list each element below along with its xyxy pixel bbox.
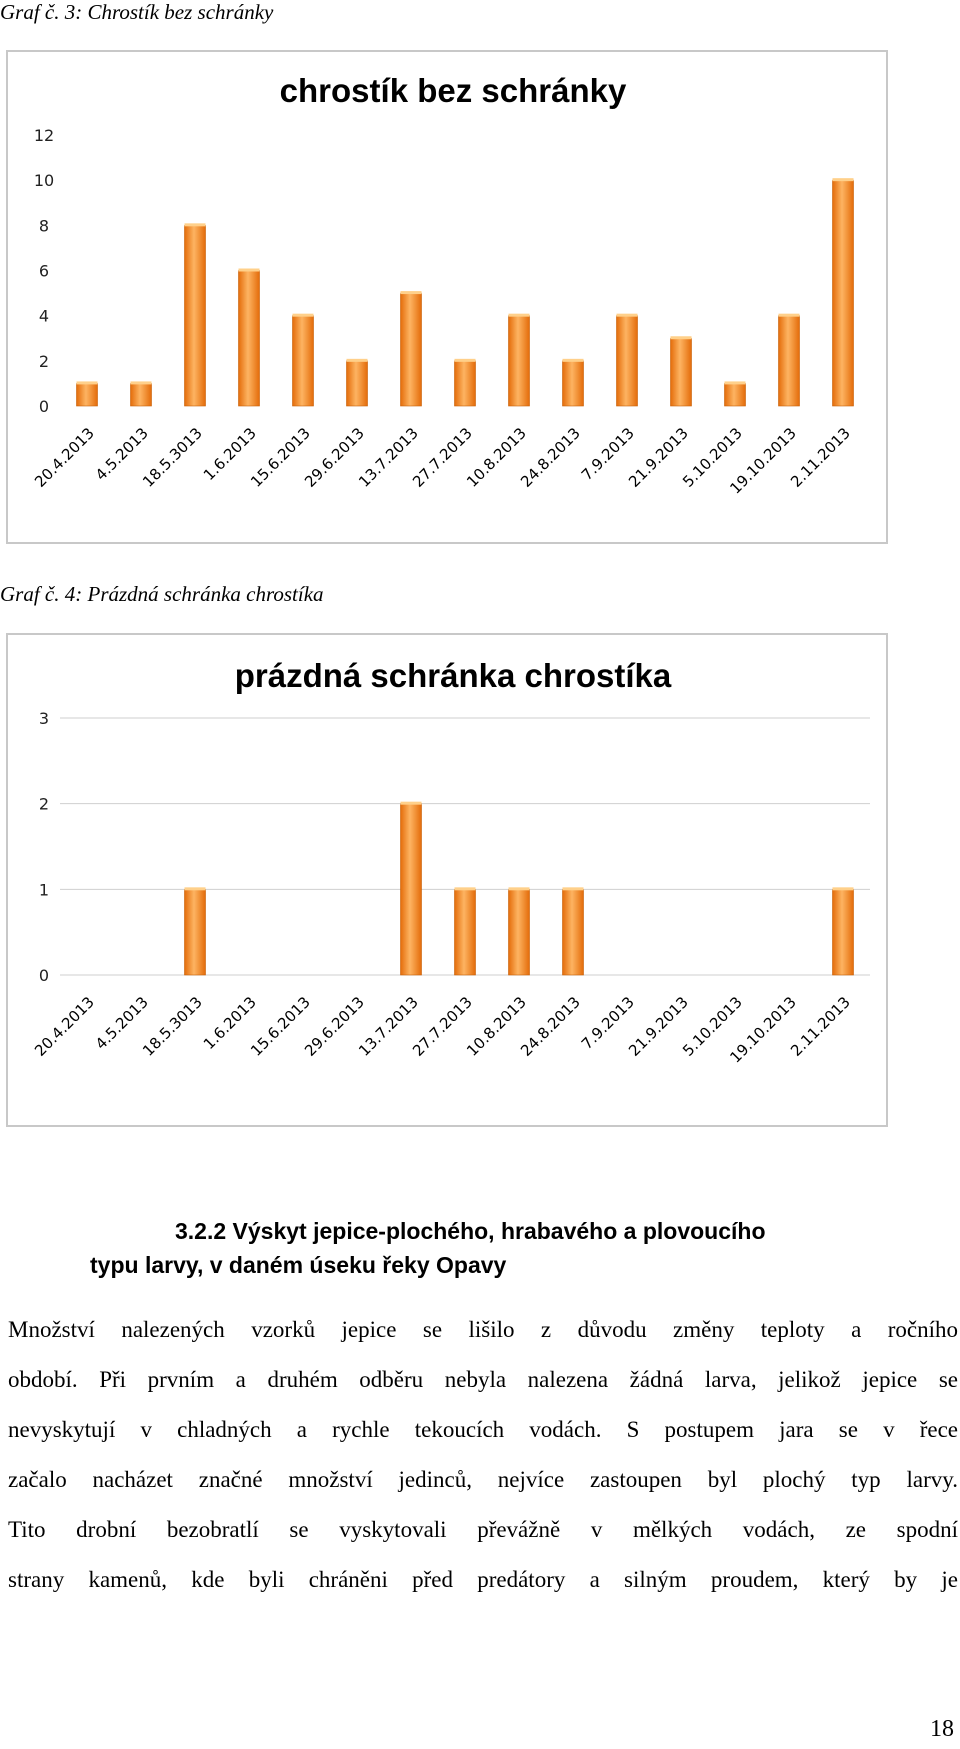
bar bbox=[832, 179, 854, 407]
graph3-caption: Graf č. 3: Chrostík bez schránky bbox=[0, 0, 274, 24]
bar bbox=[184, 889, 206, 976]
bar bbox=[76, 383, 98, 407]
section-heading-line1: 3.2.2 Výskyt jepice-plochého, hrabavého … bbox=[175, 1218, 766, 1244]
bar-cap bbox=[454, 887, 476, 891]
y-tick-label: 10 bbox=[34, 171, 54, 190]
page-number: 18 bbox=[930, 1716, 954, 1742]
bar-cap bbox=[832, 178, 854, 182]
bar-cap bbox=[454, 358, 476, 362]
bar bbox=[238, 270, 260, 407]
bar-cap bbox=[184, 223, 206, 227]
paragraph-line: Tito drobní bezobratlí se vyskytovali př… bbox=[8, 1517, 958, 1542]
y-tick-label: 2 bbox=[39, 795, 49, 814]
bar bbox=[508, 315, 530, 407]
bar-cap bbox=[508, 313, 530, 317]
section-heading-line2: typu larvy, v daném úseku řeky Opavy bbox=[90, 1252, 507, 1278]
bar bbox=[616, 315, 638, 407]
y-tick-label: 1 bbox=[39, 880, 49, 899]
bar bbox=[562, 889, 584, 976]
x-tick-label: 18.5.3013 bbox=[139, 424, 206, 491]
section-paragraph: Množství nalezených vzorků jepice se liš… bbox=[8, 1305, 958, 1605]
paragraph-line: období. Při prvním a druhém odběru nebyl… bbox=[8, 1367, 958, 1392]
bar bbox=[724, 383, 746, 407]
bar-cap bbox=[778, 313, 800, 317]
bar-cap bbox=[562, 358, 584, 362]
bar-cap bbox=[238, 268, 260, 272]
x-tick-label: 18.5.3013 bbox=[139, 993, 206, 1060]
bar-cap bbox=[76, 381, 98, 385]
bar bbox=[562, 360, 584, 407]
section-heading: 3.2.2 Výskyt jepice-plochého, hrabavého … bbox=[90, 1214, 766, 1282]
paragraph-line: Množství nalezených vzorků jepice se liš… bbox=[8, 1317, 958, 1342]
bar-cap bbox=[562, 887, 584, 891]
chart-svg: prázdná schránka chrostíka012320.4.20134… bbox=[31, 657, 870, 1067]
x-tick-label: 24.8.2013 bbox=[517, 993, 584, 1060]
bar-cap bbox=[508, 887, 530, 891]
y-tick-label: 0 bbox=[39, 966, 49, 985]
bar-cap bbox=[724, 381, 746, 385]
bar bbox=[454, 360, 476, 407]
y-tick-label: 3 bbox=[39, 709, 49, 728]
y-tick-label: 2 bbox=[39, 352, 49, 371]
chart-prazdna-schranka-chrostika: prázdná schránka chrostíka 0 1 2 3 20.4.2013 4… bbox=[6, 633, 888, 1127]
bar-cap bbox=[670, 336, 692, 340]
x-tick-label: 2.11.2013 bbox=[787, 993, 854, 1060]
bar bbox=[292, 315, 314, 407]
bar bbox=[346, 360, 368, 407]
bar-cap bbox=[832, 887, 854, 891]
bar bbox=[508, 889, 530, 976]
chart-title: prázdná schránka chrostíka bbox=[235, 657, 672, 694]
x-tick-label: 20.4.2013 bbox=[31, 424, 98, 491]
chart-title: chrostík bez schránky bbox=[280, 72, 627, 109]
bar bbox=[778, 315, 800, 407]
graph4-caption: Graf č. 4: Prázdná schránka chrostíka bbox=[0, 582, 324, 606]
bar bbox=[184, 225, 206, 407]
chart-svg: chrostík bez schránky02468101220.4.20134… bbox=[31, 72, 854, 498]
x-tick-label: 20.4.2013 bbox=[31, 993, 98, 1060]
bar-cap bbox=[184, 887, 206, 891]
bar-cap bbox=[400, 291, 422, 295]
bar-cap bbox=[346, 358, 368, 362]
bar bbox=[130, 383, 152, 407]
y-tick-label: 4 bbox=[39, 307, 49, 326]
bar bbox=[400, 803, 422, 976]
y-tick-label: 8 bbox=[39, 216, 49, 235]
bar-cap bbox=[616, 313, 638, 317]
paragraph-line: nevyskytují v chladných a rychle tekoucí… bbox=[8, 1417, 958, 1442]
bar-cap bbox=[292, 313, 314, 317]
y-tick-label: 12 bbox=[34, 126, 54, 145]
paragraph-line: začalo nacházet značné množství jedinců,… bbox=[8, 1467, 958, 1492]
x-tick-label: 24.8.2013 bbox=[517, 424, 584, 491]
x-tick-label: 2.11.2013 bbox=[787, 424, 854, 491]
y-tick-label: 0 bbox=[39, 397, 49, 416]
bar bbox=[400, 292, 422, 407]
y-tick-label: 6 bbox=[39, 262, 49, 281]
bar bbox=[670, 337, 692, 407]
bar bbox=[454, 889, 476, 976]
paragraph-line: strany kamenů, kde byli chráněni před pr… bbox=[8, 1567, 958, 1592]
bar-cap bbox=[130, 381, 152, 385]
bar bbox=[832, 889, 854, 976]
chart-chrostik-bez-schranky: chrostík bez schránky 0 2 4 6 8 10 12 20.4.2013 4… bbox=[6, 50, 888, 544]
bar-cap bbox=[400, 801, 422, 805]
